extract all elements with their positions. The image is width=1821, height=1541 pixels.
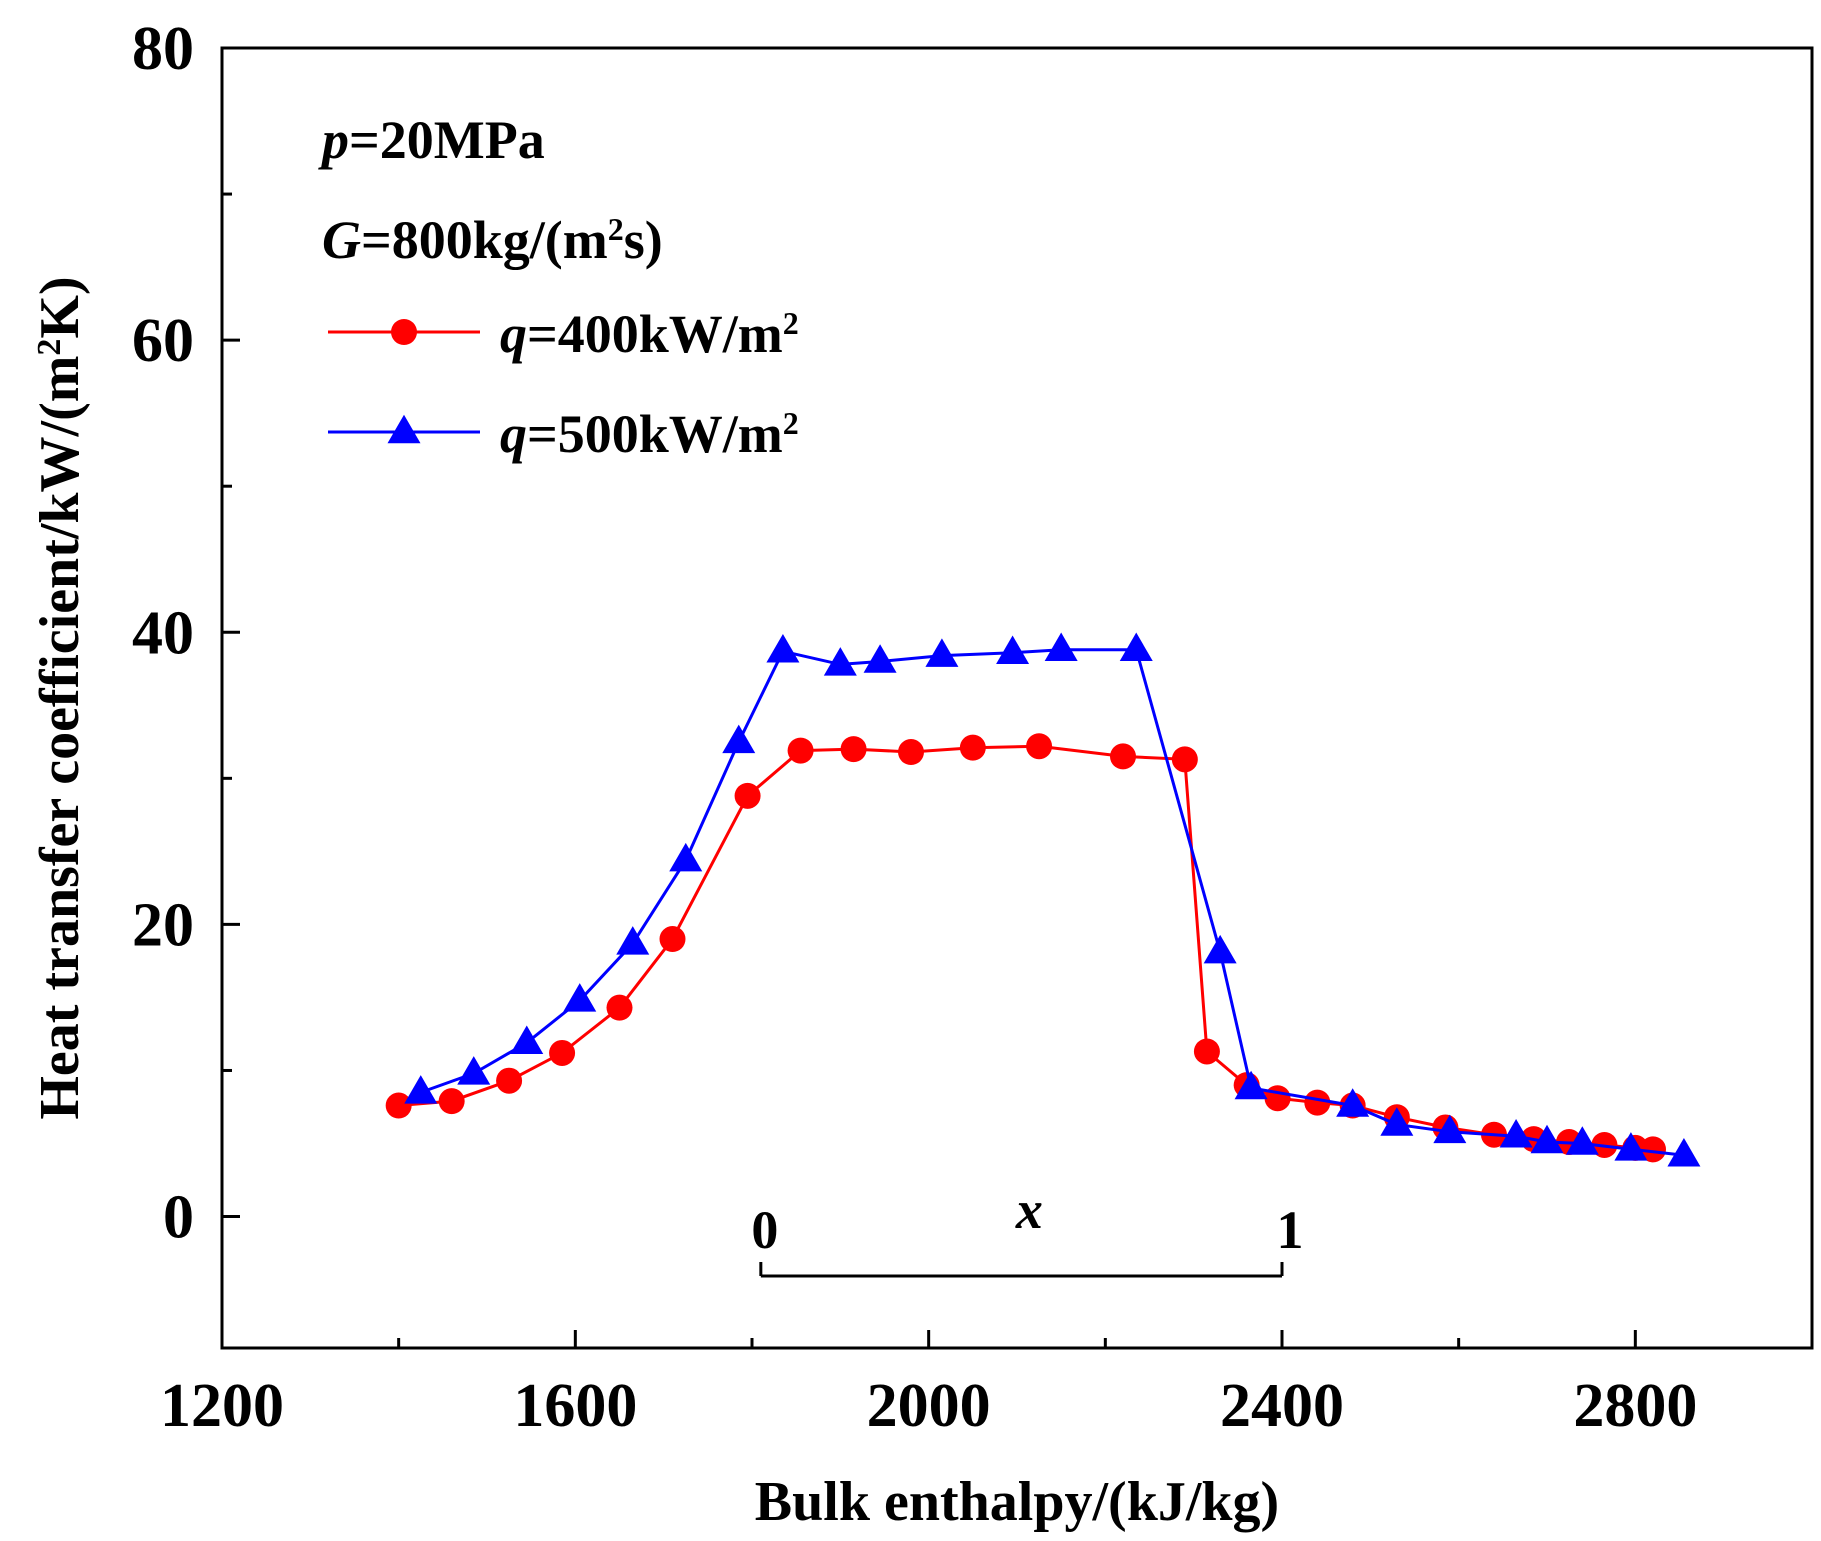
data-point bbox=[1433, 1114, 1467, 1144]
data-point bbox=[616, 926, 650, 955]
data-point bbox=[1530, 1124, 1564, 1154]
data-point bbox=[1565, 1126, 1599, 1155]
data-point bbox=[1026, 733, 1053, 760]
data-point bbox=[457, 1056, 491, 1085]
data-point bbox=[549, 1039, 576, 1066]
series-2 bbox=[404, 632, 1701, 1167]
quality-scale-end-label: 1 bbox=[1277, 1200, 1304, 1260]
data-point bbox=[823, 647, 857, 676]
data-point bbox=[438, 1088, 465, 1115]
data-point bbox=[1234, 1070, 1268, 1100]
condition-label: p=20MPa bbox=[318, 110, 545, 170]
data-point bbox=[1119, 632, 1153, 662]
data-point bbox=[863, 644, 897, 673]
data-point bbox=[1044, 632, 1078, 662]
data-point bbox=[734, 782, 761, 809]
data-point bbox=[606, 994, 633, 1021]
y-tick-label: 60 bbox=[132, 307, 194, 375]
data-point bbox=[669, 842, 703, 872]
data-point bbox=[898, 739, 924, 766]
data-point bbox=[496, 1067, 523, 1094]
x-tick-label: 1600 bbox=[513, 1372, 637, 1440]
plot-frame bbox=[220, 46, 1814, 1350]
legend: p=20MPa G=800kg/(m2s) q=400kW/m2 q=500kW/m2 bbox=[318, 110, 799, 464]
data-point bbox=[1640, 1136, 1666, 1163]
data-point bbox=[1304, 1089, 1331, 1116]
data-point bbox=[385, 1092, 412, 1119]
data-point bbox=[996, 635, 1030, 664]
data-point bbox=[659, 926, 686, 953]
condition-label: G=800kg/(m2s) bbox=[322, 210, 663, 270]
quality-scale-title: x bbox=[1015, 1180, 1043, 1240]
series-layer bbox=[385, 632, 1701, 1167]
data-point bbox=[1336, 1088, 1370, 1117]
data-point bbox=[1203, 934, 1237, 964]
data-point bbox=[563, 983, 597, 1012]
data-point bbox=[1667, 1137, 1701, 1167]
legend-item: q=400kW/m2 bbox=[328, 304, 799, 364]
x-tick-label: 2400 bbox=[1220, 1372, 1344, 1440]
data-point bbox=[766, 634, 800, 663]
y-tick-label: 80 bbox=[132, 15, 194, 83]
quality-scale-start-label: 0 bbox=[751, 1200, 778, 1260]
data-point bbox=[722, 724, 756, 754]
x-axis-title: Bulk enthalpy/(kJ/kg) bbox=[755, 1471, 1279, 1533]
y-tick-label: 40 bbox=[132, 599, 194, 667]
data-point bbox=[1499, 1118, 1533, 1148]
legend-label: q=500kW/m2 bbox=[500, 404, 799, 464]
legend-swatch-marker bbox=[391, 319, 417, 345]
data-point bbox=[959, 734, 986, 761]
x-tick-label: 2000 bbox=[867, 1372, 991, 1440]
data-point bbox=[1264, 1085, 1291, 1112]
data-point bbox=[510, 1025, 544, 1054]
legend-item: q=500kW/m2 bbox=[328, 404, 799, 464]
y-tick-label: 0 bbox=[163, 1184, 194, 1252]
series-1 bbox=[385, 733, 1666, 1163]
y-tick-label: 20 bbox=[132, 891, 194, 959]
data-point bbox=[1614, 1132, 1648, 1161]
x-tick-label: 2800 bbox=[1573, 1372, 1697, 1440]
data-point bbox=[1110, 743, 1136, 770]
data-point bbox=[1193, 1038, 1220, 1065]
data-point bbox=[840, 736, 867, 763]
legend-label: q=400kW/m2 bbox=[500, 304, 799, 364]
y-axis-title: Heat transfer coefficient/kW/(m2K) bbox=[29, 276, 91, 1119]
data-point bbox=[787, 737, 814, 764]
data-point bbox=[925, 638, 959, 667]
legend-swatch-marker bbox=[387, 414, 421, 444]
x-axis-ticks: 1200 1600 2000 2400 2800 bbox=[160, 1330, 1814, 1440]
data-point bbox=[404, 1075, 438, 1104]
x-tick-label: 1200 bbox=[160, 1372, 284, 1440]
data-point bbox=[1380, 1107, 1414, 1136]
series-line bbox=[398, 744, 1654, 1151]
y-axis-ticks: 0 20 40 60 80 bbox=[132, 15, 240, 1252]
data-point bbox=[1171, 746, 1198, 773]
series-line bbox=[420, 648, 1685, 1157]
quality-scale: 0 1 x bbox=[751, 1180, 1304, 1278]
